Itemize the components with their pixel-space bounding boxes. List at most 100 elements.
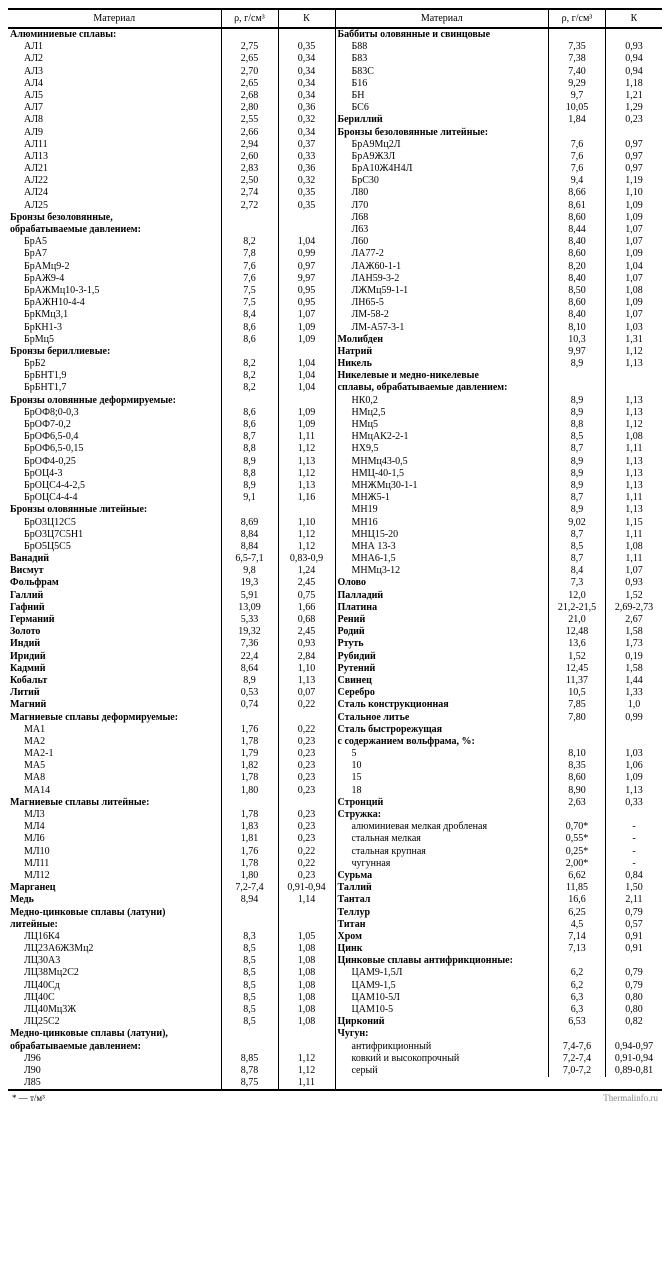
cell-k: 0,97 [606, 139, 663, 151]
table-row: Магниевые сплавы деформируемые: [8, 712, 335, 724]
left-column: Материал ρ, г/см³ К Алюминиевые сплавы:А… [8, 10, 335, 1089]
cell-material: МЛ10 [8, 846, 221, 858]
cell-rho [549, 809, 606, 821]
table-row: БрКН1-38,61,09 [8, 322, 335, 334]
table-row: НМц58,81,12 [336, 419, 663, 431]
cell-rho: 2,63 [549, 797, 606, 809]
cell-k: 1,44 [606, 675, 663, 687]
cell-material: ЛЦ16К4 [8, 931, 221, 943]
cell-rho: 8,66 [549, 187, 606, 199]
cell-rho: 21,0 [549, 614, 606, 626]
cell-rho: 6,53 [549, 1016, 606, 1028]
cell-material: 10 [336, 760, 549, 772]
cell-material: БрМц5 [8, 334, 221, 346]
cell-material: АЛ8 [8, 114, 221, 126]
table-row: Гафний13,091,66 [8, 602, 335, 614]
cell-k: 1,08 [278, 967, 335, 979]
cell-rho: 19,3 [221, 577, 278, 589]
cell-k: 1,09 [606, 212, 663, 224]
table-row: ЛЦ40С8,51,08 [8, 992, 335, 1004]
cell-material: Бериллий [336, 114, 549, 126]
cell-rho: 8,7 [221, 431, 278, 443]
cell-material: АЛ11 [8, 139, 221, 151]
table-row: ЛЦ23А6Ж3Мц28,51,08 [8, 943, 335, 955]
cell-rho: 0,70* [549, 821, 606, 833]
cell-k: 0,80 [606, 1004, 663, 1016]
cell-rho: 6,62 [549, 870, 606, 882]
table-row: ЛЦ40Мц3Ж8,51,08 [8, 1004, 335, 1016]
cell-material: БрАЖ9-4 [8, 273, 221, 285]
cell-rho: 8,5 [221, 1004, 278, 1016]
cell-rho: 8,2 [221, 370, 278, 382]
cell-material: МА8 [8, 772, 221, 784]
cell-material: ЛАН59-3-2 [336, 273, 549, 285]
table-row: Сталь конструкционная7,851,0 [336, 699, 663, 711]
cell-k: 1,66 [278, 602, 335, 614]
table-row: МНМц43-0,58,91,13 [336, 456, 663, 468]
cell-k: 1,10 [278, 663, 335, 675]
table-row: Л968,851,12 [8, 1053, 335, 1065]
cell-k: 1,13 [606, 468, 663, 480]
table-row: БрКМц3,18,41,07 [8, 309, 335, 321]
table-row: АЛ112,940,37 [8, 139, 335, 151]
table-row: АЛ12,750,35 [8, 41, 335, 53]
cell-k: 2,67 [606, 614, 663, 626]
cell-material: МНМц43-0,5 [336, 456, 549, 468]
cell-material: Б83С [336, 66, 549, 78]
cell-rho: 8,9 [221, 480, 278, 492]
cell-k: 1,24 [278, 565, 335, 577]
table-row: ЦАМ10-5Л6,30,80 [336, 992, 663, 1004]
cell-k: 1,15 [606, 517, 663, 529]
cell-k: 1,08 [606, 431, 663, 443]
cell-rho: 13,6 [549, 638, 606, 650]
cell-rho: 12,0 [549, 590, 606, 602]
table-row: МА81,780,23 [8, 772, 335, 784]
col-material: Материал [336, 10, 549, 28]
cell-material: Висмут [8, 565, 221, 577]
cell-k: 1,12 [278, 1065, 335, 1077]
cell-rho: 2,60 [221, 151, 278, 163]
table-row: Кобальт8,91,13 [8, 675, 335, 687]
cell-material: БрОЦС4-4-2,5 [8, 480, 221, 492]
cell-material: АЛ3 [8, 66, 221, 78]
table-row: Л688,601,09 [336, 212, 663, 224]
table-row: МН169,021,15 [336, 517, 663, 529]
table-row: БрА10Ж4Н4Л7,60,97 [336, 163, 663, 175]
cell-rho: 8,2 [221, 358, 278, 370]
table-row: Платина21,2-21,52,69-2,73 [336, 602, 663, 614]
cell-material: ЛА77-2 [336, 248, 549, 260]
cell-k: 0,82 [606, 1016, 663, 1028]
cell-material: БрА7 [8, 248, 221, 260]
cell-k: - [606, 858, 663, 870]
cell-k: 0,89-0,81 [606, 1065, 663, 1077]
cell-rho: 7,2-7,4 [549, 1053, 606, 1065]
cell-rho: 5,91 [221, 590, 278, 602]
cell-rho: 1,76 [221, 724, 278, 736]
table-row: МЛ31,780,23 [8, 809, 335, 821]
cell-k: 0,19 [606, 651, 663, 663]
cell-k: 0,91 [606, 931, 663, 943]
cell-rho: 0,74 [221, 699, 278, 711]
cell-rho: 8,9 [549, 456, 606, 468]
cell-k [278, 797, 335, 809]
cell-k: 0,36 [278, 163, 335, 175]
table-row: Родий12,481,58 [336, 626, 663, 638]
right-table: Материал ρ, г/см³ К Баббиты оловянные и … [336, 10, 663, 1077]
table-row: НМЦ-40-1,58,91,13 [336, 468, 663, 480]
cell-rho: 1,80 [221, 870, 278, 882]
cell-k [278, 1041, 335, 1053]
table-row: ковкий и высокопрочный7,2-7,40,91-0,94 [336, 1053, 663, 1065]
table-row: Л908,781,12 [8, 1065, 335, 1077]
table-row: Стронций2,630,33 [336, 797, 663, 809]
table-row: БрОЦ4-38,81,12 [8, 468, 335, 480]
cell-material: БрАЖМц10-3-1,5 [8, 285, 221, 297]
cell-material: Рубидий [336, 651, 549, 663]
table-row: Чугун: [336, 1028, 663, 1040]
cell-material: Бронзы безоловянные, [8, 212, 221, 224]
cell-k: 0,79 [606, 967, 663, 979]
cell-material: МНМц3-12 [336, 565, 549, 577]
cell-rho: 2,80 [221, 102, 278, 114]
cell-k: 1,10 [278, 517, 335, 529]
cell-k: 0,23 [278, 785, 335, 797]
table-row: Стальное литье7,800,99 [336, 712, 663, 724]
